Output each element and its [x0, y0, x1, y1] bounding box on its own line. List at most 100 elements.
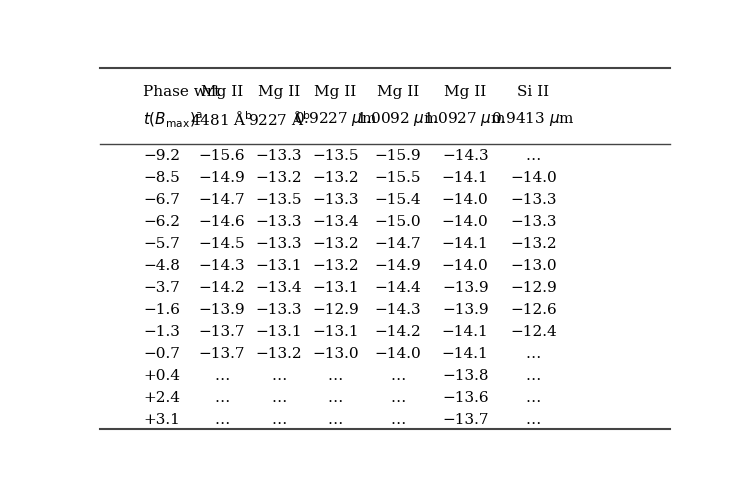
Text: −15.5: −15.5	[375, 171, 421, 186]
Text: −13.2: −13.2	[255, 171, 302, 186]
Text: …: …	[271, 369, 287, 383]
Text: −5.7: −5.7	[143, 237, 180, 251]
Text: −14.0: −14.0	[442, 216, 489, 229]
Text: Mg II: Mg II	[376, 85, 419, 99]
Text: 1.0927 $\mu$m: 1.0927 $\mu$m	[424, 110, 507, 129]
Text: −14.0: −14.0	[374, 347, 421, 361]
Text: −14.0: −14.0	[442, 259, 489, 273]
Text: …: …	[526, 347, 541, 361]
Text: −13.2: −13.2	[510, 237, 556, 251]
Text: −13.9: −13.9	[442, 303, 488, 317]
Text: …: …	[214, 391, 230, 405]
Text: −1.6: −1.6	[143, 303, 180, 317]
Text: Phase wrt: Phase wrt	[143, 85, 221, 99]
Text: −15.4: −15.4	[375, 193, 421, 207]
Text: …: …	[526, 369, 541, 383]
Text: Mg II: Mg II	[314, 85, 357, 99]
Text: …: …	[327, 369, 343, 383]
Text: −0.7: −0.7	[143, 347, 180, 361]
Text: 0.9227 $\mu$m: 0.9227 $\mu$m	[294, 110, 377, 129]
Text: …: …	[271, 413, 287, 427]
Text: −12.9: −12.9	[312, 303, 359, 317]
Text: $t(B_{\mathrm{max}})^{\mathrm{a}}$: $t(B_{\mathrm{max}})^{\mathrm{a}}$	[143, 110, 203, 129]
Text: −14.7: −14.7	[375, 237, 421, 251]
Text: −14.9: −14.9	[374, 259, 421, 273]
Text: −13.7: −13.7	[199, 325, 245, 339]
Text: −14.9: −14.9	[198, 171, 246, 186]
Text: −12.6: −12.6	[510, 303, 556, 317]
Text: …: …	[526, 413, 541, 427]
Text: …: …	[390, 413, 406, 427]
Text: −14.0: −14.0	[510, 171, 556, 186]
Text: −14.1: −14.1	[442, 347, 489, 361]
Text: −13.8: −13.8	[442, 369, 488, 383]
Text: −13.3: −13.3	[510, 193, 556, 207]
Text: −12.9: −12.9	[510, 281, 556, 295]
Text: −13.5: −13.5	[312, 149, 359, 164]
Text: −13.2: −13.2	[312, 171, 359, 186]
Text: −14.0: −14.0	[442, 193, 489, 207]
Text: −13.0: −13.0	[312, 347, 359, 361]
Text: Mg II: Mg II	[258, 85, 300, 99]
Text: −13.9: −13.9	[198, 303, 246, 317]
Text: −13.3: −13.3	[255, 216, 302, 229]
Text: Mg II: Mg II	[444, 85, 487, 99]
Text: +3.1: +3.1	[143, 413, 180, 427]
Text: −13.3: −13.3	[255, 149, 302, 164]
Text: −13.5: −13.5	[255, 193, 302, 207]
Text: −14.1: −14.1	[442, 171, 489, 186]
Text: −13.3: −13.3	[255, 237, 302, 251]
Text: −13.6: −13.6	[442, 391, 488, 405]
Text: …: …	[271, 391, 287, 405]
Text: −14.3: −14.3	[198, 259, 246, 273]
Text: −13.3: −13.3	[255, 303, 302, 317]
Text: −3.7: −3.7	[143, 281, 180, 295]
Text: …: …	[526, 391, 541, 405]
Text: −13.7: −13.7	[199, 347, 245, 361]
Text: −14.7: −14.7	[198, 193, 246, 207]
Text: −13.2: −13.2	[312, 259, 359, 273]
Text: −9.2: −9.2	[143, 149, 180, 164]
Text: −12.4: −12.4	[510, 325, 556, 339]
Text: …: …	[327, 413, 343, 427]
Text: −14.3: −14.3	[442, 149, 488, 164]
Text: −14.6: −14.6	[198, 216, 246, 229]
Text: −13.1: −13.1	[255, 259, 302, 273]
Text: −13.1: −13.1	[255, 325, 302, 339]
Text: 0.9413 $\mu$m: 0.9413 $\mu$m	[491, 110, 575, 129]
Text: …: …	[390, 369, 406, 383]
Text: −13.2: −13.2	[255, 347, 302, 361]
Text: −4.8: −4.8	[143, 259, 180, 273]
Text: −15.6: −15.6	[198, 149, 246, 164]
Text: −13.2: −13.2	[312, 237, 359, 251]
Text: +2.4: +2.4	[143, 391, 180, 405]
Text: −8.5: −8.5	[143, 171, 180, 186]
Text: −13.1: −13.1	[312, 281, 359, 295]
Text: −13.9: −13.9	[442, 281, 488, 295]
Text: −14.2: −14.2	[374, 325, 421, 339]
Text: −15.0: −15.0	[375, 216, 421, 229]
Text: …: …	[390, 391, 406, 405]
Text: …: …	[526, 149, 541, 164]
Text: −13.4: −13.4	[312, 216, 359, 229]
Text: …: …	[214, 413, 230, 427]
Text: −14.5: −14.5	[198, 237, 246, 251]
Text: Mg II: Mg II	[201, 85, 243, 99]
Text: −13.3: −13.3	[312, 193, 359, 207]
Text: −14.1: −14.1	[442, 237, 489, 251]
Text: −13.3: −13.3	[510, 216, 556, 229]
Text: Si II: Si II	[517, 85, 550, 99]
Text: −6.7: −6.7	[143, 193, 180, 207]
Text: −13.4: −13.4	[255, 281, 302, 295]
Text: −14.3: −14.3	[375, 303, 421, 317]
Text: …: …	[214, 369, 230, 383]
Text: −15.9: −15.9	[375, 149, 421, 164]
Text: −13.0: −13.0	[510, 259, 556, 273]
Text: −13.1: −13.1	[312, 325, 359, 339]
Text: 1.0092 $\mu$m: 1.0092 $\mu$m	[356, 110, 439, 129]
Text: −14.1: −14.1	[442, 325, 489, 339]
Text: 4481 Å$^{\mathrm{b}}$: 4481 Å$^{\mathrm{b}}$	[191, 110, 253, 129]
Text: …: …	[327, 391, 343, 405]
Text: −1.3: −1.3	[143, 325, 180, 339]
Text: −14.2: −14.2	[198, 281, 246, 295]
